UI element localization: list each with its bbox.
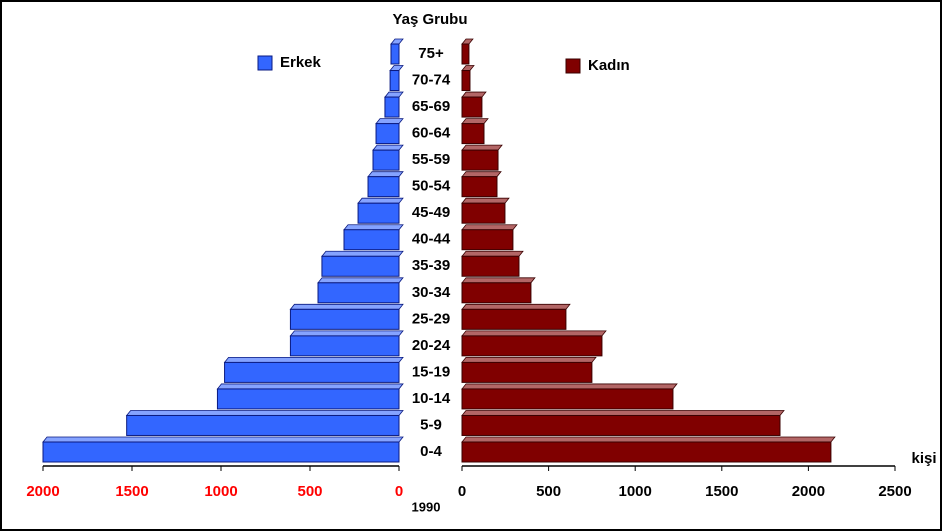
bar: [372, 149, 400, 171]
bar-depth: [461, 436, 836, 443]
category-label: 20-24: [412, 337, 451, 354]
bar-depth: [321, 250, 404, 257]
bar: [289, 335, 400, 357]
bar-depth: [357, 197, 404, 204]
category-label: 5-9: [420, 416, 442, 433]
bar-depth: [289, 330, 404, 337]
bar-depth: [461, 383, 678, 390]
bar-depth: [223, 356, 404, 363]
bar-depth: [367, 171, 404, 178]
bar: [461, 96, 483, 118]
legend-swatch: [565, 58, 581, 74]
bar-depth: [461, 303, 571, 310]
x-tick-label: 1000: [204, 483, 237, 500]
bar-depth: [461, 224, 518, 231]
bar: [224, 361, 400, 383]
category-label: 10-14: [412, 390, 451, 407]
bar: [461, 335, 603, 357]
bar: [367, 176, 400, 198]
bar: [461, 255, 520, 277]
bar-depth: [42, 436, 404, 443]
legend-label: Erkek: [280, 54, 322, 71]
bar: [375, 123, 400, 145]
bar: [461, 308, 567, 330]
x-tick-label: 2000: [26, 483, 59, 500]
bar-depth: [125, 410, 404, 416]
x-tick-label: 2000: [792, 483, 825, 500]
bar-depth: [375, 118, 404, 124]
category-label: 25-29: [412, 310, 450, 327]
bar: [461, 43, 470, 65]
legend-swatch: [257, 55, 273, 71]
bar-depth: [343, 224, 404, 231]
bar-depth: [461, 144, 503, 151]
category-label: 65-69: [412, 98, 450, 115]
x-tick-label: 500: [536, 483, 561, 500]
category-label: 55-59: [412, 151, 450, 168]
bar: [461, 361, 593, 383]
bar-depth: [461, 118, 489, 124]
category-label: 70-74: [412, 72, 451, 89]
x-tick-label: 0: [395, 483, 403, 500]
bar: [126, 414, 400, 436]
bar: [461, 388, 674, 410]
category-label: 30-34: [412, 284, 451, 301]
x-tick-label: 1500: [115, 483, 148, 500]
category-label: 60-64: [412, 125, 451, 142]
bar-depth: [461, 410, 785, 416]
category-label: 0-4: [420, 443, 442, 460]
bar-depth: [317, 277, 404, 284]
bar-depth: [461, 171, 502, 178]
bar: [461, 202, 506, 224]
bar-depth: [461, 330, 607, 337]
x-tick-label: 500: [297, 483, 322, 500]
category-label: 45-49: [412, 204, 450, 221]
bar: [461, 149, 499, 171]
x-tick-label: 2500: [878, 483, 911, 500]
bar-depth: [461, 250, 524, 257]
bar: [289, 308, 400, 330]
bar-depth: [372, 144, 404, 151]
bar-depth: [216, 383, 404, 390]
year-label: 1990: [412, 499, 441, 514]
x-axis-label: kişi: [911, 450, 936, 467]
legend-label: Kadın: [588, 57, 630, 74]
chart-title: Yaş Grubu: [392, 11, 467, 28]
bar: [357, 202, 400, 224]
bar: [461, 441, 832, 463]
bar-depth: [289, 303, 404, 310]
bar: [461, 123, 485, 145]
bar: [321, 255, 400, 277]
x-tick-label: 1000: [619, 483, 652, 500]
bar: [461, 282, 532, 304]
category-label: 75+: [418, 45, 444, 62]
bar: [384, 96, 400, 118]
bar-depth: [461, 277, 536, 284]
bar-depth: [461, 91, 487, 98]
bar: [390, 43, 400, 65]
category-label: 15-19: [412, 363, 450, 380]
bar: [42, 441, 400, 463]
bar: [389, 70, 400, 92]
bar-depth: [461, 197, 510, 204]
bar: [216, 388, 400, 410]
bar: [461, 229, 514, 251]
bar: [461, 414, 781, 436]
x-tick-label: 1500: [705, 483, 738, 500]
x-tick-label: 0: [458, 483, 466, 500]
category-label: 50-54: [412, 178, 451, 195]
category-label: 40-44: [412, 231, 451, 248]
bar-depth: [461, 356, 597, 363]
bar: [461, 176, 498, 198]
bar: [317, 282, 400, 304]
category-label: 35-39: [412, 257, 450, 274]
bar: [461, 70, 471, 92]
bar: [343, 229, 400, 251]
